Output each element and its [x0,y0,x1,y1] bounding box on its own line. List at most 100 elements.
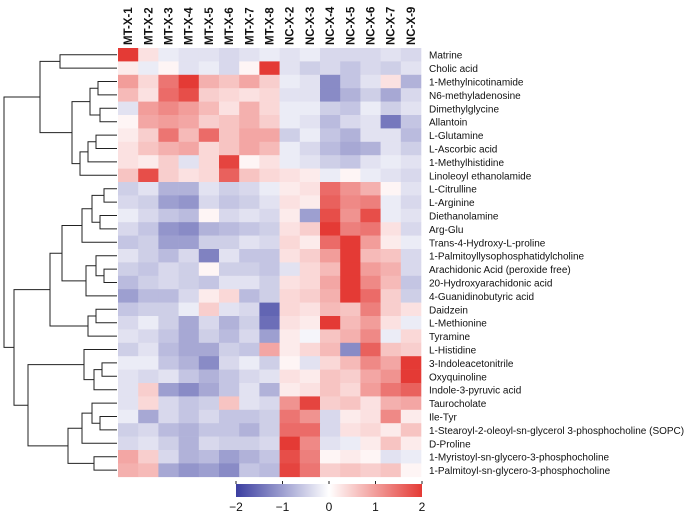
dendrogram-branch [13,289,50,406]
heatmap-cell [299,450,321,464]
heatmap-cell [178,88,200,102]
heatmap-cell [340,463,361,478]
heatmap-cell [178,316,200,330]
heatmap-cell [178,275,200,290]
heatmap-cell [340,369,361,384]
heatmap-cell [158,262,179,277]
colorbar-tick-label: 2 [419,500,426,514]
heatmap-cell [158,275,179,290]
heatmap-cell [158,182,179,196]
heatmap-cell [259,208,280,223]
row-label: Indole-3-pyruvic acid [429,386,521,397]
row-label: 1-Palmitoyllysophosphatidylcholine [429,252,585,263]
heatmap-cell [138,436,159,451]
heatmap-cell [380,436,402,451]
heatmap-cell [400,409,422,424]
heatmap-cell [360,168,381,183]
heatmap-cell [198,342,220,357]
heatmap-cell [320,329,341,344]
heatmap-cell [320,195,341,210]
heatmap-cell [158,208,179,223]
heatmap-cell [259,463,280,478]
column-label: MT-X-4 [184,7,196,45]
dendrogram-branch [103,188,117,203]
heatmap-cell [400,383,422,397]
heatmap-cell [138,222,159,236]
heatmap-cell [380,88,402,102]
heatmap-cell [239,369,260,384]
row-label: 1-Methylhistidine [429,158,504,169]
heatmap-cell [239,128,260,143]
heatmap-cell [400,249,422,263]
heatmap-cell [158,101,179,116]
heatmap-cell [198,396,220,411]
heatmap-cell [198,275,220,290]
heatmap-cell [239,275,260,290]
heatmap-cell [320,74,341,89]
heatmap-cell [138,369,159,384]
heatmap-cell [158,195,179,210]
heatmap-cell [138,88,159,102]
heatmap-cell [118,450,139,464]
heatmap-cell [340,436,361,451]
heatmap-cell [380,356,402,370]
heatmap-cell [299,61,321,76]
column-label: NC-X-7 [386,7,398,45]
heatmap-cell [400,222,422,236]
heatmap-cell [198,289,220,303]
heatmap-cell [320,383,341,397]
dendrogram-branch [59,54,117,69]
heatmap-cell [118,128,139,143]
column-label: NC-X-9 [406,7,418,45]
heatmap-cell [178,383,200,397]
heatmap-cell [380,463,402,478]
heatmap-cell [279,289,301,303]
heatmap-cell [259,74,280,89]
heatmap-cell [259,369,280,384]
heatmap-cell [158,289,179,303]
heatmap-cell [299,383,321,397]
heatmap-cell [158,342,179,357]
column-label: MT-X-2 [143,7,155,45]
heatmap-cell [198,423,220,437]
heatmap-cell [299,342,321,357]
heatmap-cell [400,316,422,330]
heatmap-cell [239,316,260,330]
heatmap-cell [299,48,321,62]
heatmap-cell [259,356,280,370]
heatmap-cell [219,396,240,411]
heatmap-cell [259,316,280,330]
heatmap-cell [259,155,280,169]
dendrogram-branch [27,364,84,447]
heatmap-cell [299,249,321,263]
dendrogram-branch [103,268,117,283]
heatmap-cell [360,249,381,263]
heatmap-cell [340,88,361,102]
heatmap-cell [178,396,200,411]
heatmap-cell [320,409,341,424]
heatmap-cell [239,61,260,76]
heatmap-cell [118,115,139,129]
heatmap-cell [320,115,341,129]
heatmap-cell [178,356,200,370]
heatmap-cell [158,436,179,451]
heatmap-cell [138,329,159,344]
heatmap-cell [198,329,220,344]
heatmap-cell [360,329,381,344]
dendrogram-branch [95,134,117,149]
heatmap-cell [118,235,139,250]
heatmap-cell [259,61,280,76]
heatmap-cell [400,155,422,169]
heatmap-cell [219,409,240,424]
heatmap-cell [320,342,341,357]
heatmap-cell [158,61,179,76]
row-label: Arg-Glu [429,225,463,236]
heatmap-cell [198,249,220,263]
heatmap-cell [239,450,260,464]
dendrogram-branch [93,456,117,471]
dendrogram-branch [99,215,117,230]
heatmap-cell [299,289,321,303]
heatmap-cell [360,342,381,357]
heatmap-cell [320,101,341,116]
heatmap-cell [279,396,301,411]
